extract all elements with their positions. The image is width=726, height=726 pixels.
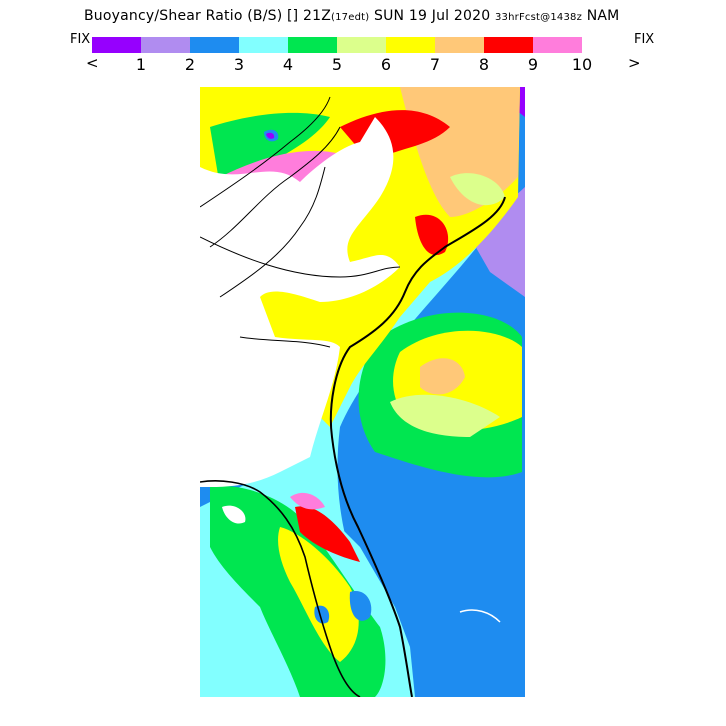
title-date: SUN 19 Jul 2020 xyxy=(374,8,491,24)
title-forecast: 33hrFcst@1438z xyxy=(494,12,583,23)
legend-swatch xyxy=(484,37,533,53)
legend-tick: 3 xyxy=(233,55,245,74)
legend-swatch xyxy=(337,37,386,53)
florida-red xyxy=(295,506,360,562)
florida-yellow xyxy=(278,527,359,662)
terrain-contour-2 xyxy=(200,96,331,208)
legend-swatch xyxy=(190,37,239,53)
legend-swatch xyxy=(239,37,288,53)
fix-right-label: FIX xyxy=(634,32,655,47)
legend-swatch xyxy=(435,37,484,53)
fix-left-label: FIX xyxy=(70,32,91,47)
north-land-red-2 xyxy=(415,214,449,256)
island-coast xyxy=(459,609,501,623)
legend-swatch xyxy=(533,37,582,53)
forecast-map xyxy=(200,87,525,697)
legend-swatch xyxy=(288,37,337,53)
legend-tick: 5 xyxy=(331,55,343,74)
state-border-1 xyxy=(200,236,401,278)
legend-swatch xyxy=(92,37,141,53)
state-border-2 xyxy=(239,336,331,348)
legend-tick: 7 xyxy=(429,55,441,74)
terrain-contour-3 xyxy=(219,166,326,298)
legend-tick: 10 xyxy=(571,55,593,74)
florida-pink xyxy=(290,492,325,510)
legend-tick: 1 xyxy=(135,55,147,74)
color-legend xyxy=(92,37,582,53)
legend-tick: 9 xyxy=(527,55,539,74)
legend-tick: 6 xyxy=(380,55,392,74)
previous-arrow-icon[interactable]: < xyxy=(86,54,99,72)
legend-tick: 4 xyxy=(282,55,294,74)
north-violet-spot xyxy=(266,132,275,139)
northeast-purple xyxy=(470,187,525,297)
offshore-orange xyxy=(420,358,465,395)
florida-white-area xyxy=(200,472,280,487)
title-main: Buoyancy/Shear Ratio (B/S) [] 21Z xyxy=(84,8,331,24)
gulf-white-spot xyxy=(222,505,246,524)
offshore-lightgreen xyxy=(390,394,500,437)
legend-swatch xyxy=(141,37,190,53)
terrain-contour-1 xyxy=(209,126,341,248)
title-edt: (17edt) xyxy=(331,12,370,23)
north-lightgreen xyxy=(450,173,505,206)
florida-blue-lake xyxy=(349,591,372,621)
legend-tick: 2 xyxy=(184,55,196,74)
legend-tick: 8 xyxy=(478,55,490,74)
land-white xyxy=(200,117,400,472)
coastline-east xyxy=(329,196,506,697)
legend-swatch xyxy=(386,37,435,53)
title-model: NAM xyxy=(586,8,620,24)
map-title: Buoyancy/Shear Ratio (B/S) [] 21Z(17edt)… xyxy=(84,8,684,24)
next-arrow-icon[interactable]: > xyxy=(628,54,641,72)
coastline-gulf xyxy=(200,480,361,697)
